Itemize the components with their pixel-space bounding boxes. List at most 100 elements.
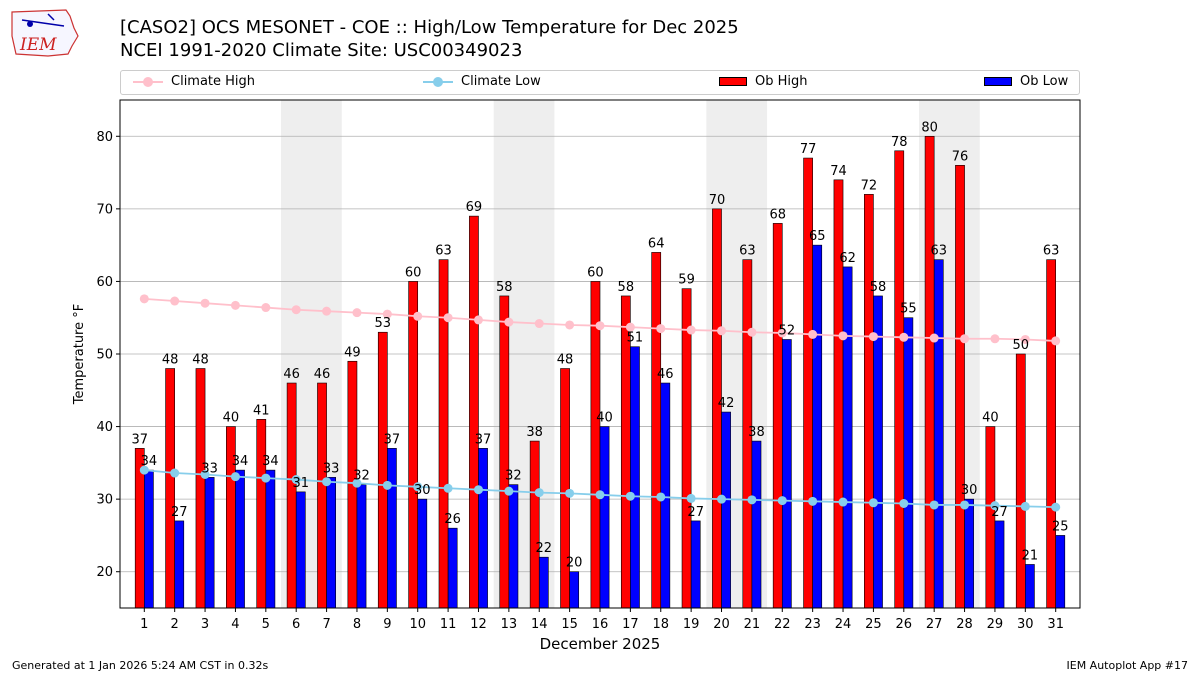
legend-swatch-climate-low: [423, 76, 453, 87]
ob-high-label-day-22: 68: [769, 207, 786, 222]
climate-low-point-day-12: [473, 485, 483, 495]
x-tick-label-19: 19: [683, 617, 700, 632]
legend-label-ob-low: Ob Low: [1020, 74, 1069, 89]
legend-item-ob-high: Ob High: [719, 74, 808, 89]
ob-low-bar-day-28: [964, 498, 974, 609]
ob-low-bar-day-27: [933, 259, 944, 609]
footer-generated: Generated at 1 Jan 2026 5:24 AM CST in 0…: [12, 659, 269, 672]
climate-low-point-day-2: [170, 468, 180, 478]
x-tick-label-27: 27: [926, 617, 943, 632]
ob-high-bar-day-3: [195, 368, 206, 609]
ob-low-label-day-2: 27: [171, 505, 188, 520]
x-tick-label-30: 30: [1017, 617, 1034, 632]
ob-high-label-day-1: 37: [131, 432, 148, 447]
climate-high-point-day-8: [352, 308, 362, 318]
x-tick-label-25: 25: [865, 617, 882, 632]
climate-low-point-day-21: [747, 495, 757, 505]
climate-low-point-day-24: [838, 497, 848, 507]
ob-high-bar-day-13: [499, 295, 510, 609]
climate-low-point-day-9: [382, 480, 392, 490]
ob-low-label-day-12: 37: [475, 432, 492, 447]
x-tick-label-15: 15: [561, 617, 578, 632]
climate-low-point-day-11: [443, 483, 453, 493]
climate-low-point-day-28: [960, 500, 970, 510]
ob-low-label-day-3: 33: [201, 461, 218, 476]
logo-text: IEM: [19, 35, 57, 55]
ob-high-label-day-10: 60: [405, 265, 422, 280]
ob-high-label-day-24: 74: [830, 164, 847, 179]
ob-low-label-day-10: 30: [414, 483, 431, 498]
climate-high-point-day-11: [443, 313, 453, 323]
ob-high-bar-day-22: [772, 223, 783, 609]
x-tick-label-13: 13: [501, 617, 518, 632]
ob-high-bar-day-31: [1046, 259, 1056, 609]
ob-low-bar-day-31: [1055, 535, 1066, 609]
ob-high-bar-day-14: [529, 440, 540, 609]
ob-high-bar-day-7: [317, 382, 327, 609]
y-tick-label-60: 60: [96, 275, 113, 290]
ob-low-bar-day-9: [387, 448, 397, 609]
ob-high-bar-day-9: [377, 331, 388, 609]
ob-high-bar-day-28: [955, 165, 965, 609]
x-tick-label-20: 20: [713, 617, 730, 632]
ob-high-label-day-4: 40: [223, 411, 240, 426]
climate-low-point-day-29: [990, 501, 1000, 511]
ob-low-bar-day-30: [1025, 564, 1035, 609]
y-tick-label-50: 50: [96, 348, 113, 363]
ob-high-label-day-15: 48: [557, 353, 574, 368]
ob-low-label-day-24: 62: [839, 251, 856, 266]
ob-high-label-day-18: 64: [648, 236, 665, 251]
chart-subtitle: NCEI 1991-2020 Climate Site: USC00349023: [120, 40, 523, 61]
ob-high-bar-day-19: [681, 288, 692, 609]
legend-item-ob-low: Ob Low: [984, 74, 1068, 89]
climate-high-point-day-9: [382, 309, 392, 319]
ob-high-bar-day-30: [1015, 353, 1026, 609]
legend-item-climate-low: Climate Low: [423, 74, 541, 89]
ob-low-label-day-9: 37: [384, 432, 401, 447]
x-tick-label-5: 5: [262, 617, 270, 632]
ob-high-label-day-14: 38: [526, 425, 543, 440]
climate-high-point-day-6: [291, 305, 301, 315]
ob-low-bar-day-19: [690, 520, 701, 609]
climate-low-point-day-16: [595, 490, 605, 500]
ob-high-label-day-16: 60: [587, 265, 604, 280]
ob-high-bar-day-25: [864, 194, 874, 609]
x-tick-label-18: 18: [652, 617, 669, 632]
ob-high-label-day-21: 63: [739, 244, 756, 259]
climate-high-point-day-1: [139, 294, 149, 304]
climate-high-point-day-16: [595, 321, 605, 331]
ob-low-label-day-21: 38: [748, 425, 765, 440]
climate-high-point-day-14: [534, 319, 544, 329]
ob-low-label-day-26: 55: [900, 302, 917, 317]
ob-low-bar-day-21: [751, 440, 762, 609]
climate-high-point-day-27: [929, 333, 939, 343]
ob-high-bar-day-12: [469, 215, 479, 609]
x-tick-label-8: 8: [353, 617, 361, 632]
legend-swatch-ob-high: [719, 77, 747, 86]
ob-low-label-day-8: 32: [353, 469, 370, 484]
chart-title: [CASO2] OCS MESONET - COE :: High/Low Te…: [120, 17, 739, 38]
ob-low-bar-day-29: [994, 520, 1005, 609]
climate-high-point-day-29: [990, 334, 1000, 344]
y-tick-label-20: 20: [96, 565, 113, 580]
climate-low-point-day-25: [868, 498, 878, 508]
climate-high-point-day-17: [625, 322, 635, 332]
ob-low-bar-day-6: [295, 491, 306, 609]
ob-low-bar-day-12: [478, 448, 488, 609]
x-tick-label-22: 22: [774, 617, 791, 632]
climate-high-point-day-22: [777, 328, 787, 338]
ob-low-label-day-20: 42: [718, 396, 735, 411]
ob-high-bar-day-5: [256, 419, 267, 609]
ob-low-label-day-31: 25: [1052, 519, 1069, 534]
climate-low-point-day-14: [534, 488, 544, 498]
climate-high-point-day-19: [686, 325, 696, 335]
climate-high-point-day-10: [413, 311, 423, 321]
ob-low-bar-day-17: [630, 346, 640, 609]
ob-low-label-day-30: 21: [1022, 548, 1039, 563]
climate-high-point-day-12: [473, 315, 483, 325]
ob-low-label-day-14: 22: [536, 541, 553, 556]
ob-low-label-day-7: 33: [323, 461, 340, 476]
x-tick-label-2: 2: [171, 617, 179, 632]
y-axis-label: Temperature °F: [72, 304, 87, 405]
